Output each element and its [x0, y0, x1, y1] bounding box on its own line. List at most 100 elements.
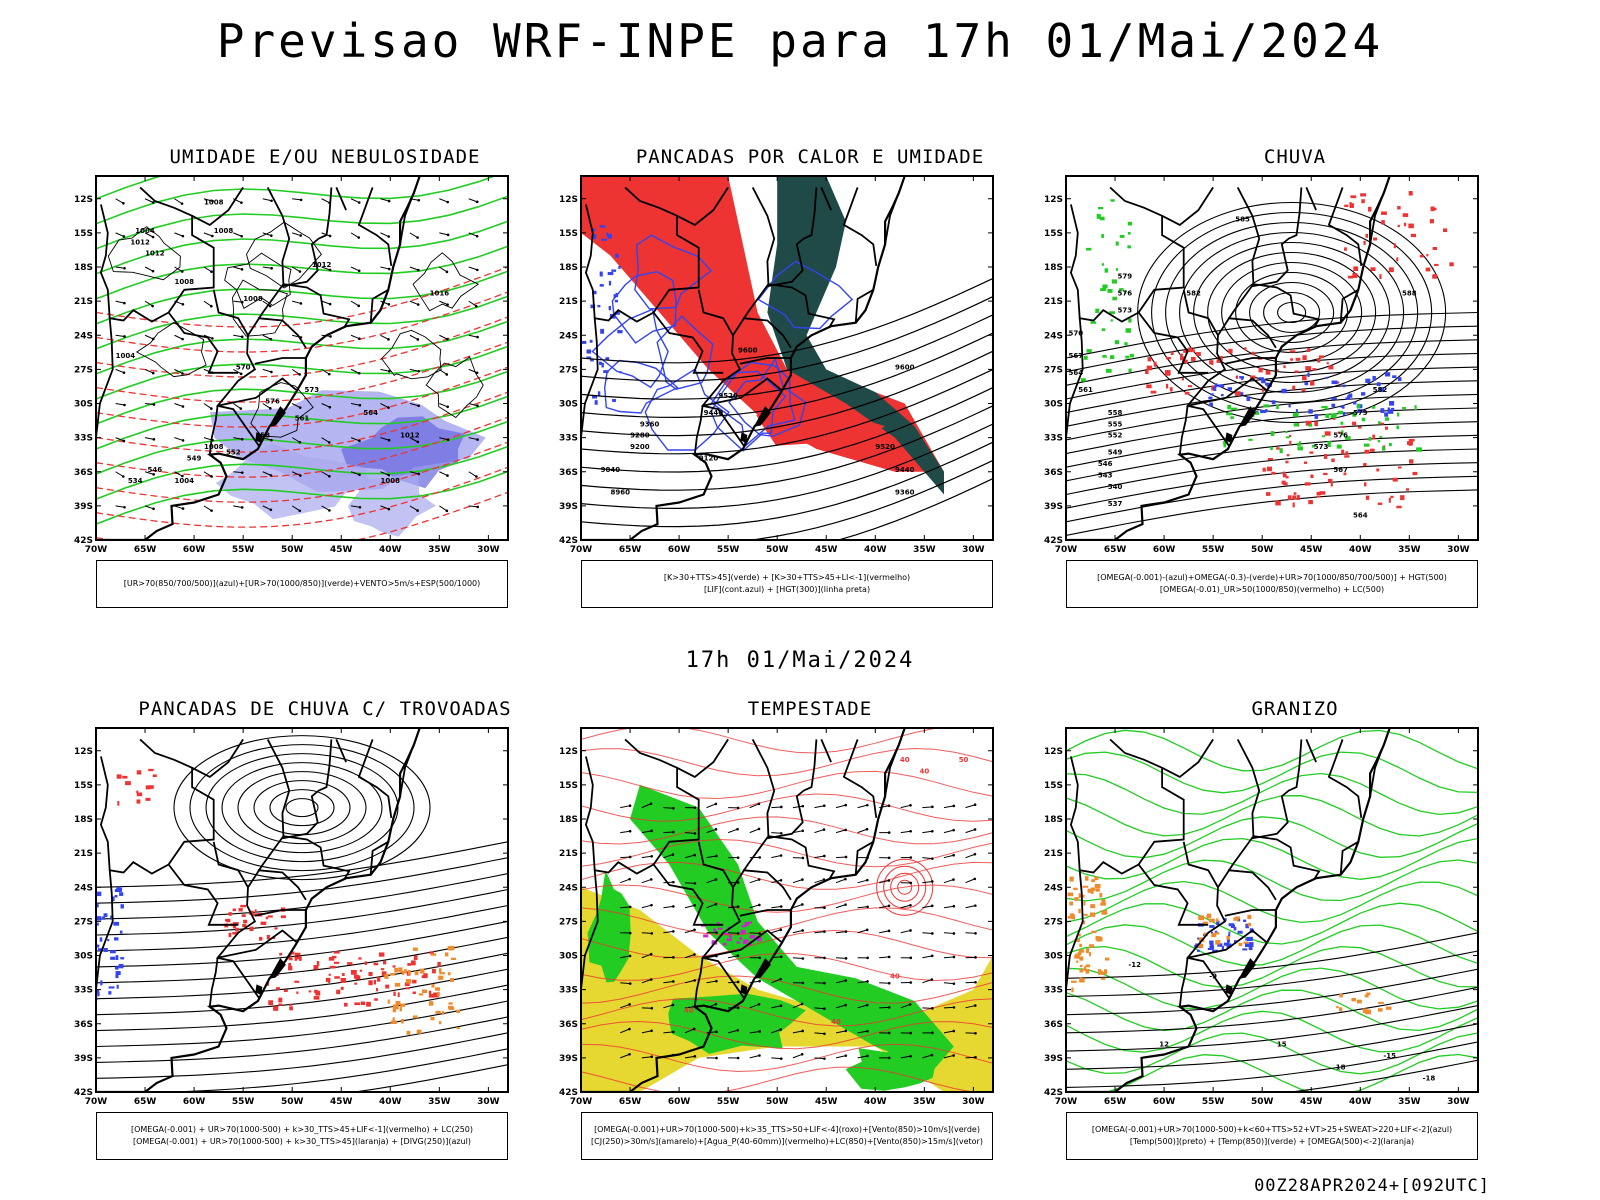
- streamline: [237, 771, 367, 845]
- wind-vector: [663, 807, 674, 809]
- thunderstorm-area-orange: [391, 1020, 397, 1024]
- wind-vector-head: [823, 1032, 826, 1036]
- wind-vector: [439, 505, 448, 512]
- wind-vector-head: [887, 1031, 891, 1035]
- wind-vector-head: [358, 505, 362, 509]
- wind-vector: [965, 981, 976, 984]
- wind-vector: [350, 403, 360, 406]
- thunderstorm-area-red: [331, 955, 337, 959]
- lifted-index-speck: [597, 304, 601, 308]
- lc850-contour: [581, 884, 993, 913]
- wind850-area-green: [587, 870, 631, 983]
- wind-vector-head: [973, 803, 977, 807]
- lifted-index-speck: [600, 328, 605, 334]
- omega-area-orange: [1226, 935, 1230, 940]
- wind-vector: [439, 232, 449, 236]
- wind-vector-head: [628, 855, 632, 859]
- wind-vector: [203, 198, 213, 202]
- rain-area-red: [1165, 383, 1169, 389]
- streamline: [96, 968, 508, 1016]
- wind-vector-head: [758, 979, 761, 983]
- wind-vector: [835, 931, 847, 934]
- lon-tick-label: 45W: [1300, 545, 1323, 555]
- hgt300-contour: [581, 423, 993, 510]
- lat-tick-label: 21S: [1044, 849, 1063, 859]
- wind-vector: [771, 855, 782, 859]
- rain-area-green: [1110, 319, 1113, 322]
- rain-area-green: [1101, 328, 1106, 331]
- rain-area-red: [1292, 495, 1297, 500]
- wind-vector-head: [210, 304, 213, 308]
- wind-vector: [879, 956, 890, 959]
- wind-vector: [292, 232, 301, 237]
- lon-tick-label: 40W: [864, 1097, 887, 1107]
- wind-vector: [792, 904, 803, 909]
- wind-vector-head: [693, 928, 696, 932]
- wind-vector-head: [650, 854, 654, 858]
- rain-area-red: [1384, 426, 1389, 430]
- wind-vector-head: [973, 877, 977, 881]
- wind-vector-head: [736, 1056, 740, 1060]
- lat-tick-label: 12S: [74, 747, 93, 757]
- rain-area-red: [1323, 472, 1328, 476]
- wind-vector-head: [693, 1055, 697, 1058]
- wind-vector-head: [692, 1027, 696, 1031]
- omega-area-orange: [1366, 992, 1371, 996]
- rain-area-blue: [1308, 409, 1313, 414]
- wind-vector: [728, 932, 739, 934]
- rain-area-red: [1341, 449, 1345, 455]
- divergence-area-blue: [115, 974, 119, 979]
- thunderstorm-area-orange: [416, 1029, 422, 1034]
- thunderstorm-area-red: [336, 989, 341, 995]
- lake: [740, 984, 748, 995]
- rain-area-red: [1328, 365, 1334, 370]
- wind-vector: [900, 804, 911, 809]
- rain-area-red: [1147, 356, 1152, 362]
- lc850-contour: [890, 872, 920, 902]
- omega-area-orange: [1101, 910, 1108, 915]
- wind-vector-head: [387, 235, 390, 238]
- wind-vector: [663, 980, 674, 984]
- wind-vector-head: [270, 438, 273, 442]
- wind-vector: [233, 334, 243, 338]
- rain-area-red: [1364, 482, 1367, 487]
- lon-tick-label: 30W: [1447, 1097, 1470, 1107]
- rain-area-blue: [1347, 395, 1353, 398]
- wind-vector-head: [714, 1002, 718, 1006]
- wind-vector-head: [211, 337, 214, 340]
- wind-vector: [749, 1055, 760, 1059]
- wind-vector: [641, 904, 652, 909]
- wind-vector: [233, 300, 243, 303]
- wind-vector-head: [823, 1057, 826, 1060]
- rain-area-green: [1086, 349, 1092, 353]
- rain-area-blue: [1357, 409, 1363, 413]
- lon-tick-label: 65W: [1104, 545, 1127, 555]
- thunderstorm-area-orange: [431, 984, 435, 988]
- wind-vector-head: [952, 1054, 955, 1057]
- rain-area-red: [1388, 267, 1394, 273]
- contour-label: 552: [226, 449, 241, 457]
- wind-vector-head: [357, 371, 361, 375]
- wind-vector: [749, 803, 760, 809]
- wind-vector-head: [269, 337, 273, 341]
- wind-vector-head: [952, 955, 956, 959]
- wind-vector-head: [952, 1006, 956, 1009]
- border-line: [208, 957, 219, 1007]
- contour-label: 576: [1333, 432, 1348, 440]
- lat-tick-label: 15S: [559, 781, 578, 791]
- thunderstorm-area-red: [267, 915, 273, 918]
- wind-vector-head: [823, 854, 826, 858]
- map-content: 9600952094409360928092009120904089609600…: [581, 176, 993, 540]
- hgt500-contour: [1066, 325, 1478, 373]
- rain-area-red: [1365, 233, 1369, 238]
- pressure-contour: [135, 322, 207, 378]
- lc850-contour: [581, 952, 993, 982]
- wind-vector: [262, 505, 272, 511]
- rain-area-green: [1379, 435, 1382, 438]
- rain-area-green: [1086, 247, 1092, 251]
- wind-vector: [792, 1053, 803, 1059]
- wind-vector-head: [417, 369, 421, 373]
- hail-area-blue: [1224, 918, 1227, 922]
- wind-vector: [922, 880, 933, 884]
- wind-vector-head: [628, 1052, 631, 1056]
